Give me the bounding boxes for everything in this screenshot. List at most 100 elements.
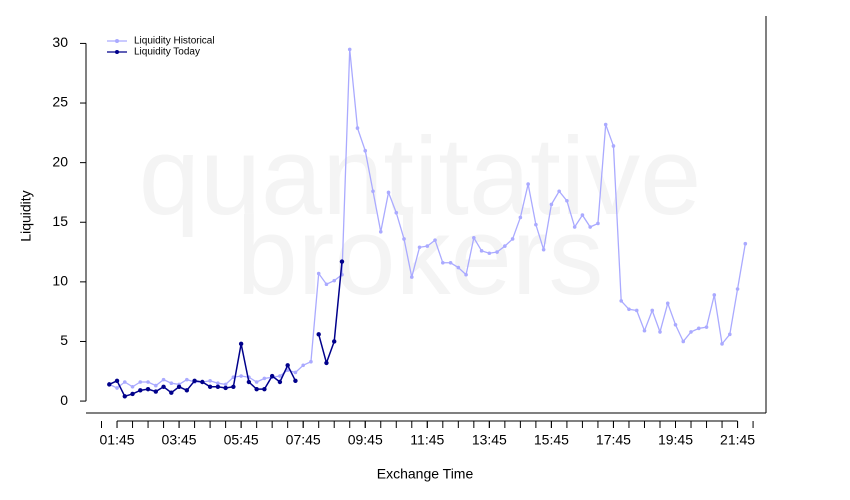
series-point: [526, 182, 530, 186]
series-point: [324, 360, 329, 366]
series-point: [378, 229, 383, 234]
x-tick-label: 03:45: [162, 432, 197, 448]
series-point: [541, 247, 546, 252]
series-point: [130, 384, 135, 389]
series-point: [371, 189, 375, 194]
x-tick-label: 05:45: [224, 432, 259, 448]
series-point: [138, 388, 143, 393]
series-point: [285, 363, 290, 368]
series-point: [146, 380, 150, 384]
series-point: [441, 260, 445, 265]
legend-swatch: [115, 39, 119, 43]
series-point: [145, 386, 151, 392]
series-point: [161, 384, 166, 389]
series-point: [169, 390, 174, 395]
x-tick-label: 09:45: [348, 432, 383, 448]
series-point: [472, 235, 476, 240]
series-point: [665, 301, 670, 306]
series-point: [215, 384, 221, 389]
legend-label: Liquidity Today: [134, 47, 200, 58]
series-point: [572, 225, 577, 229]
series-point: [588, 225, 592, 229]
series-point: [634, 308, 639, 313]
series-point: [293, 378, 298, 384]
series-point: [495, 250, 499, 254]
series-point: [689, 330, 693, 334]
series-point: [479, 249, 484, 253]
series-point: [487, 251, 492, 256]
x-tick-label: 21:45: [720, 432, 755, 448]
series-point: [409, 275, 414, 279]
series-point: [122, 380, 127, 384]
series-point: [394, 210, 399, 215]
series-point: [464, 272, 468, 277]
watermark: quantitative: [139, 115, 702, 238]
series-point: [231, 384, 236, 389]
series-point: [681, 339, 686, 344]
y-tick-label: 5: [60, 332, 68, 348]
series-point: [277, 379, 283, 385]
series-point: [650, 308, 655, 313]
series-point: [138, 380, 143, 384]
series-point: [425, 244, 430, 248]
x-tick-label: 15:45: [534, 432, 569, 448]
y-tick-label: 15: [52, 213, 68, 229]
series-point: [238, 341, 244, 347]
series-point: [712, 293, 717, 297]
x-axis-label: Exchange Time: [377, 466, 474, 482]
series-point: [596, 221, 600, 226]
series-point: [309, 359, 313, 364]
series-point: [239, 374, 243, 378]
series-point: [207, 384, 213, 389]
series-point: [627, 307, 631, 312]
y-tick-label: 0: [60, 392, 68, 408]
series-point: [269, 373, 275, 379]
series-point: [154, 383, 158, 388]
y-tick-label: 30: [52, 34, 68, 50]
series-point: [246, 379, 252, 385]
series-point: [332, 339, 337, 344]
series-point: [122, 394, 127, 399]
x-tick-label: 07:45: [286, 432, 321, 448]
series-point: [565, 198, 569, 203]
series-point: [510, 237, 515, 241]
series-point: [324, 282, 329, 287]
x-tick-label: 01:45: [100, 432, 135, 448]
series-point: [673, 322, 678, 327]
series-point: [619, 299, 624, 303]
y-axis-label: Liquidity: [18, 190, 34, 241]
series-point: [363, 148, 368, 153]
x-tick-label: 19:45: [658, 432, 693, 448]
series-point: [285, 368, 290, 372]
series-point: [355, 126, 360, 130]
series-point: [161, 377, 166, 382]
series-point: [735, 287, 740, 291]
series-point: [153, 389, 159, 394]
watermark: brokers: [237, 195, 604, 318]
series-point: [332, 278, 337, 283]
series-point: [223, 385, 228, 391]
series-point: [456, 265, 461, 270]
series-point: [580, 213, 585, 217]
series-point: [347, 47, 352, 52]
series-point: [386, 190, 391, 195]
series-point: [339, 259, 345, 264]
y-tick-label: 10: [52, 273, 68, 289]
series-point: [262, 386, 267, 392]
series-point: [254, 380, 259, 384]
series-point: [557, 189, 561, 194]
series-point: [216, 381, 220, 385]
x-tick-label: 13:45: [472, 432, 507, 448]
series-point: [696, 326, 701, 331]
series-point: [208, 379, 212, 383]
series-point: [720, 342, 724, 346]
series-point: [278, 374, 282, 378]
series-point: [402, 237, 406, 241]
x-tick-label: 17:45: [596, 432, 631, 448]
series-point: [611, 144, 616, 148]
series-point: [448, 260, 453, 265]
series-point: [254, 386, 259, 392]
legend-swatch: [115, 50, 119, 54]
series-point: [642, 328, 647, 333]
series-point: [603, 122, 608, 127]
